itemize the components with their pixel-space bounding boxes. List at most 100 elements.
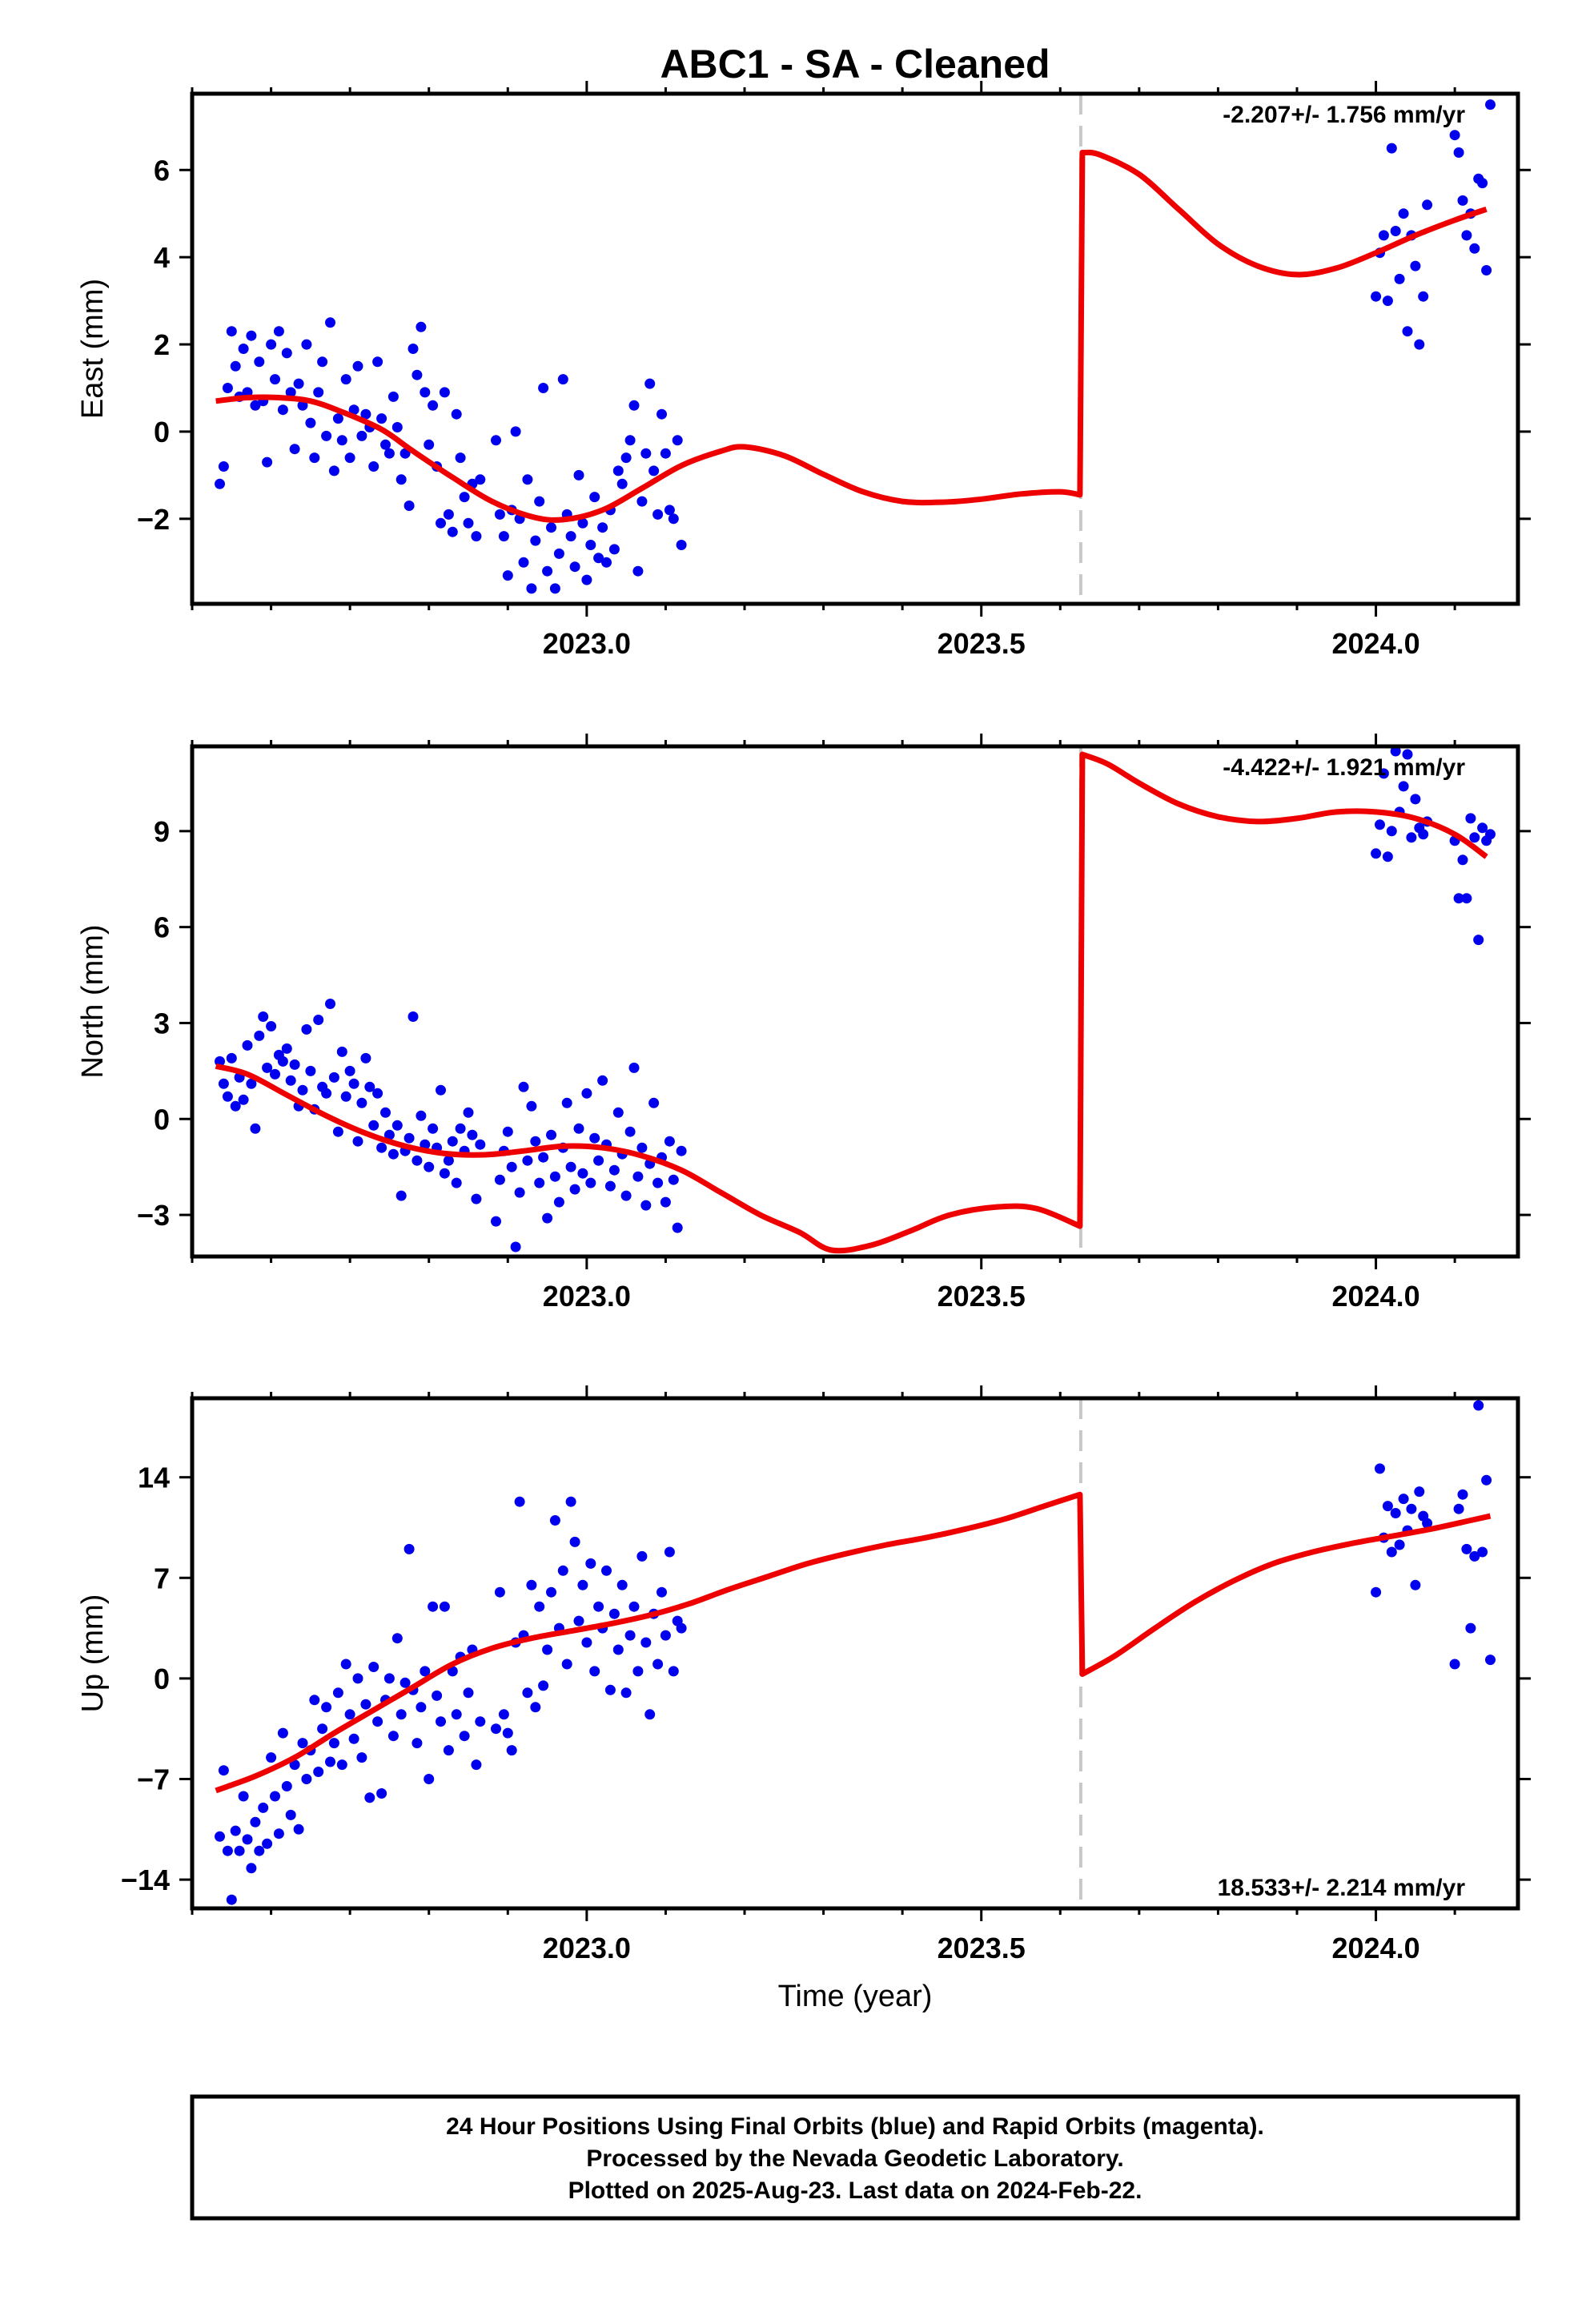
north-data-point: [416, 1110, 427, 1121]
north-data-point: [530, 1136, 541, 1147]
east-data-point: [293, 378, 304, 389]
east-data-point: [436, 517, 446, 529]
up-xtick-label: 2023.5: [938, 1932, 1026, 1964]
up-data-point: [557, 1565, 568, 1576]
east-data-point: [372, 356, 383, 368]
east-data-point: [597, 522, 608, 533]
east-data-point: [498, 531, 509, 542]
up-data-point: [1465, 1622, 1476, 1634]
north-data-point: [581, 1088, 592, 1099]
up-data-point: [565, 1496, 576, 1507]
north-data-point: [1402, 749, 1413, 760]
north-data-point: [660, 1196, 671, 1208]
north-data-point: [1382, 851, 1393, 862]
north-data-point: [266, 1021, 277, 1031]
up-data-point: [266, 1752, 277, 1763]
north-data-point: [534, 1177, 545, 1188]
north-panel: 2023.0 2023.5 2024.0 −3 0 3 6 9 North (mm) -4.422…: [76, 734, 1531, 1313]
east-data-point: [1422, 199, 1433, 211]
up-data-point: [262, 1838, 273, 1849]
up-data-point: [412, 1738, 423, 1749]
east-data-point: [352, 360, 363, 372]
north-data-point: [254, 1030, 265, 1041]
up-data-point: [254, 1845, 265, 1856]
north-data-point: [506, 1161, 517, 1172]
north-data-point: [553, 1196, 564, 1208]
up-data-point: [289, 1759, 300, 1771]
east-data-point: [620, 452, 632, 464]
up-data-point: [436, 1716, 446, 1727]
east-frame: [190, 91, 1520, 606]
north-data-point: [1461, 893, 1472, 904]
up-data-point: [447, 1666, 458, 1677]
north-data-point: [424, 1161, 435, 1172]
north-ytick-label: −3: [137, 1199, 170, 1232]
up-data-point: [624, 1630, 636, 1641]
footer-line-3: Plotted on 2025-Aug-23. Last data on 202…: [568, 2177, 1142, 2204]
north-data-point: [546, 1129, 556, 1140]
north-data-point: [436, 1084, 446, 1096]
north-data-point: [620, 1190, 632, 1201]
east-data-point: [636, 496, 648, 507]
north-data-point: [549, 1171, 560, 1182]
north-data-point: [408, 1011, 419, 1022]
north-data-point: [1453, 893, 1464, 904]
up-data-point: [1390, 1508, 1401, 1518]
east-data-point: [424, 439, 435, 450]
east-data-point: [1382, 296, 1393, 307]
north-data-point: [475, 1139, 486, 1150]
up-data-point: [620, 1687, 632, 1699]
up-data-point: [360, 1699, 371, 1710]
north-data-point: [328, 1072, 339, 1083]
north-data-point: [242, 1039, 253, 1051]
north-model-line: [215, 751, 1488, 1254]
east-data-point: [336, 435, 347, 446]
up-data-point: [459, 1731, 470, 1742]
north-data-point: [332, 1126, 343, 1137]
east-data-point: [404, 501, 415, 511]
up-data-point: [439, 1601, 450, 1612]
east-data-point: [218, 461, 229, 472]
up-data-point: [368, 1662, 379, 1672]
east-data-point: [660, 448, 671, 459]
east-panel: 2023.0 2023.5 2024.0 −2 0 2 4 6 East (mm) -2.207+…: [76, 81, 1531, 660]
north-data-point: [467, 1129, 478, 1140]
up-data-point: [297, 1738, 308, 1749]
up-data-point: [514, 1496, 525, 1507]
north-data-point: [604, 1180, 616, 1192]
up-data-point: [502, 1727, 513, 1739]
up-data-point: [234, 1845, 245, 1856]
up-data-point: [1481, 1474, 1492, 1486]
north-data-point: [518, 1081, 529, 1092]
up-data-point: [1398, 1494, 1409, 1505]
north-data-point: [230, 1100, 241, 1112]
up-data-point: [522, 1687, 533, 1699]
up-data-point: [391, 1633, 403, 1644]
north-data-point: [494, 1174, 505, 1185]
east-data-point: [376, 413, 387, 424]
up-data-point: [277, 1727, 288, 1739]
up-data-point: [463, 1687, 474, 1699]
up-data-point: [1469, 1550, 1480, 1562]
north-ytick-label: 3: [154, 1007, 170, 1039]
up-data-point: [585, 1558, 596, 1569]
north-data-point: [668, 1174, 679, 1185]
north-xtick-label: 2023.5: [938, 1280, 1026, 1313]
east-data-point: [328, 465, 339, 476]
north-data-point: [1410, 794, 1421, 805]
north-data-point: [372, 1088, 383, 1099]
up-data-point: [1453, 1503, 1464, 1514]
up-data-point: [1477, 1546, 1488, 1558]
up-data-point: [317, 1723, 328, 1735]
footer-frame: [190, 2094, 1520, 2221]
north-data-point: [285, 1075, 296, 1086]
east-data-point: [628, 400, 640, 411]
up-data-point: [218, 1765, 229, 1776]
up-plot-area: [215, 1398, 1496, 1908]
north-data-point: [522, 1155, 533, 1166]
north-data-point: [538, 1152, 549, 1163]
north-data-point: [514, 1187, 525, 1198]
north-data-point: [301, 1023, 312, 1035]
up-data-point: [1394, 1539, 1405, 1550]
up-data-point: [215, 1831, 225, 1842]
